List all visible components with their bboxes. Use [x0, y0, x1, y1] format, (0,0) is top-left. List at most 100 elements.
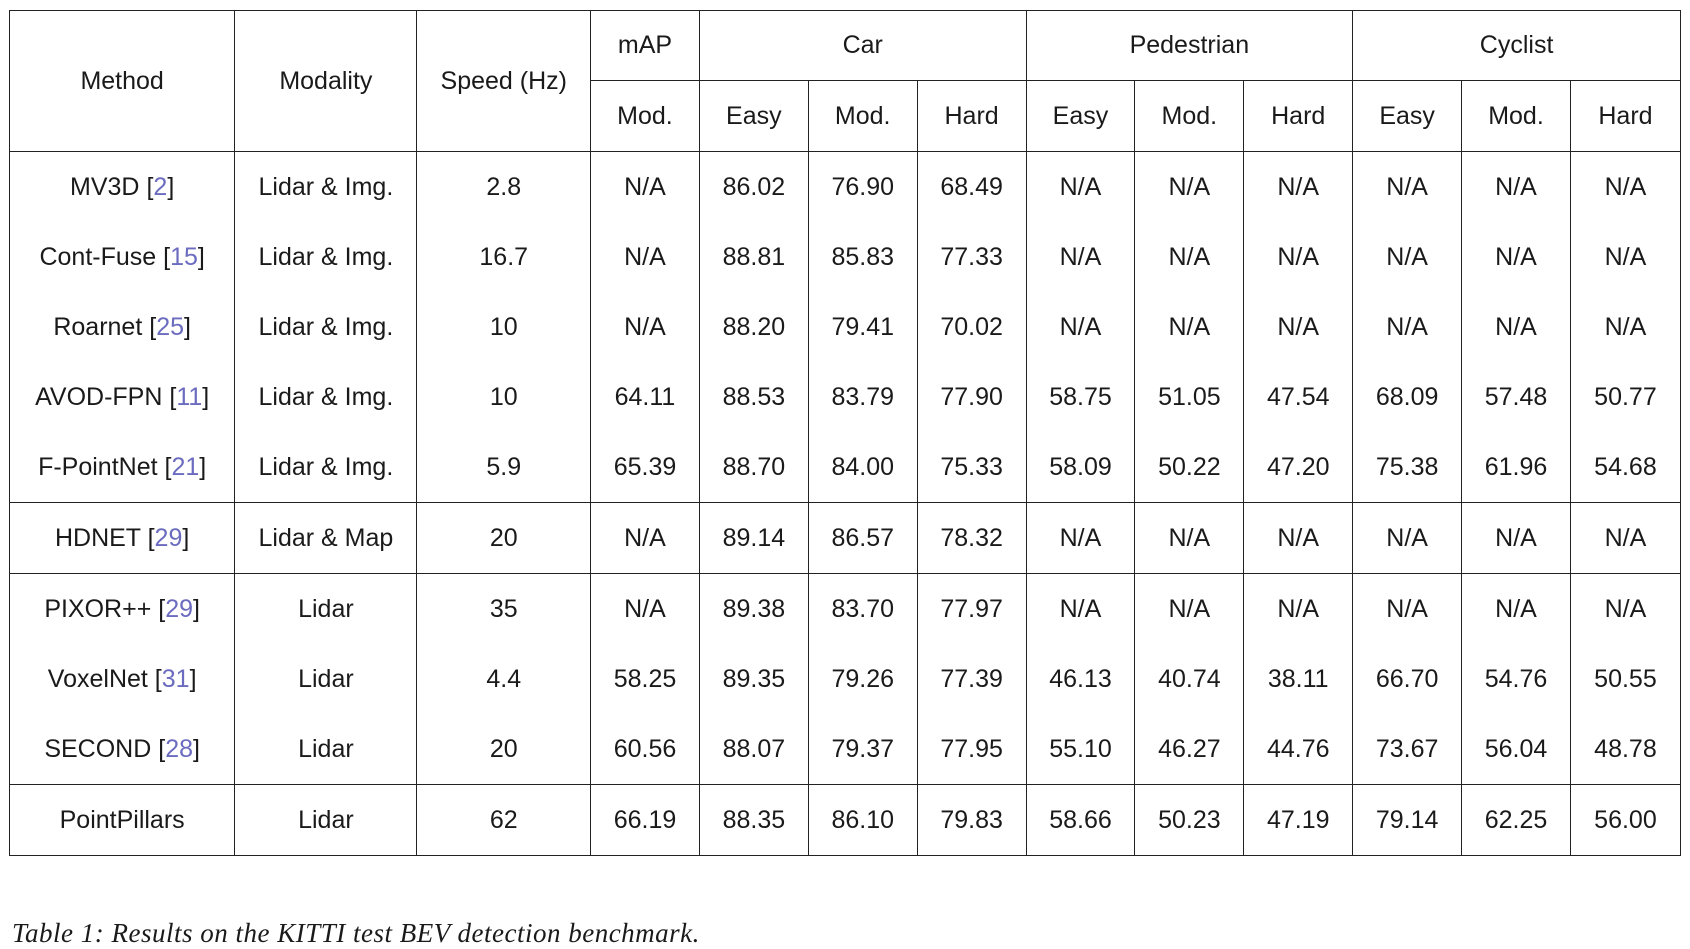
value-cell: 54.68 [1569, 432, 1682, 503]
value-cell: 89.14 [698, 502, 809, 574]
value-cell: N/A [590, 502, 700, 574]
modality-cell: Lidar [234, 573, 418, 644]
modality-cell: Lidar & Img. [234, 432, 418, 503]
value-cell: 66.70 [1352, 644, 1463, 714]
table-row: PIXOR++ [29] Lidar 35 N/A 89.38 83.70 77.97 N/A… [8, 573, 1682, 644]
header-cyclist: Cyclist [1352, 10, 1681, 81]
value-cell: N/A [590, 573, 700, 644]
value-cell: N/A [1243, 502, 1354, 574]
table-row: PointPillars Lidar 62 66.19 88.35 86.10 79.83 5… [8, 784, 1682, 856]
value-cell: 65.39 [590, 432, 700, 503]
value-cell: 50.23 [1134, 784, 1245, 856]
value-cell: 64.11 [590, 362, 700, 432]
method-name: PIXOR++ [44, 594, 152, 623]
header-pedestrian: Pedestrian [1025, 10, 1354, 81]
method-cell: Roarnet [25] [8, 292, 236, 362]
value-cell: 83.79 [807, 362, 918, 432]
method-name: HDNET [54, 523, 141, 552]
header-car: Car [698, 10, 1027, 81]
citation-link[interactable]: 15 [170, 242, 198, 271]
citation-link[interactable]: 2 [153, 172, 168, 201]
value-cell: 68.49 [916, 151, 1027, 222]
value-cell: 68.09 [1352, 362, 1463, 432]
citation-link[interactable]: 21 [171, 452, 200, 481]
value-cell: 44.76 [1243, 714, 1354, 785]
value-cell: 40.74 [1134, 644, 1245, 714]
table-row: VoxelNet [31] Lidar 4.4 58.25 89.35 79.26 77.3… [8, 644, 1682, 714]
citation-link[interactable]: 11 [176, 382, 203, 411]
value-cell: N/A [1461, 502, 1571, 574]
value-cell: 50.77 [1569, 362, 1682, 432]
value-cell: N/A [1569, 502, 1682, 574]
value-cell: 56.04 [1461, 714, 1571, 785]
value-cell: 77.95 [916, 714, 1027, 785]
speed-cell: 10 [416, 362, 592, 432]
citation-link[interactable]: 28 [165, 734, 194, 763]
value-cell: 46.27 [1134, 714, 1245, 785]
modality-cell: Lidar & Img. [234, 292, 418, 362]
value-cell: N/A [590, 222, 700, 292]
value-cell: 51.05 [1134, 362, 1245, 432]
subheader-cyclist-hard: Hard [1569, 80, 1682, 152]
value-cell: 77.90 [916, 362, 1027, 432]
value-cell: 58.66 [1025, 784, 1136, 856]
modality-cell: Lidar [234, 714, 418, 785]
value-cell: 70.02 [916, 292, 1027, 362]
header-method: Method [8, 10, 236, 152]
value-cell: 47.54 [1243, 362, 1354, 432]
value-cell: N/A [1025, 292, 1136, 362]
value-cell: 89.38 [698, 573, 809, 644]
speed-cell: 4.4 [416, 644, 592, 714]
value-cell: 78.32 [916, 502, 1027, 574]
table-row: Roarnet [25] Lidar & Img. 10 N/A 88.20 79.41 7… [8, 292, 1682, 362]
value-cell: N/A [590, 151, 700, 222]
subheader-pedestrian-hard: Hard [1243, 80, 1354, 152]
value-cell: 88.53 [698, 362, 809, 432]
value-cell: 47.20 [1243, 432, 1354, 503]
value-cell: 86.10 [807, 784, 918, 856]
value-cell: 55.10 [1025, 714, 1136, 785]
method-cell: SECOND [28] [8, 714, 236, 785]
value-cell: 86.02 [698, 151, 809, 222]
method-cell: AVOD-FPN [11] [8, 362, 236, 432]
value-cell: 88.07 [698, 714, 809, 785]
header-modality: Modality [234, 10, 418, 152]
results-table: Method Modality Speed (Hz) mAP Car Pedes… [8, 10, 1682, 856]
value-cell: N/A [1243, 151, 1354, 222]
method-cell: HDNET [29] [8, 502, 236, 574]
header-speed: Speed (Hz) [416, 10, 592, 152]
citation-link[interactable]: 31 [161, 664, 190, 693]
value-cell: 88.70 [698, 432, 809, 503]
speed-cell: 62 [416, 784, 592, 856]
value-cell: N/A [1352, 573, 1463, 644]
speed-cell: 35 [416, 573, 592, 644]
citation-link[interactable]: 25 [156, 312, 184, 341]
method-name: Roarnet [53, 312, 143, 341]
value-cell: N/A [1025, 222, 1136, 292]
value-cell: 88.81 [698, 222, 809, 292]
citation-link[interactable]: 29 [154, 523, 183, 552]
value-cell: 61.96 [1461, 432, 1571, 503]
value-cell: 57.48 [1461, 362, 1571, 432]
speed-cell: 20 [416, 502, 592, 574]
value-cell: 86.57 [807, 502, 918, 574]
value-cell: 83.70 [807, 573, 918, 644]
table-row: MV3D [2] Lidar & Img. 2.8 N/A 86.02 76.90 68.4… [8, 151, 1682, 222]
subheader-car-mod: Mod. [807, 80, 918, 152]
value-cell: 62.25 [1461, 784, 1571, 856]
value-cell: N/A [1569, 151, 1682, 222]
value-cell: N/A [1243, 222, 1354, 292]
modality-cell: Lidar [234, 644, 418, 714]
value-cell: N/A [1134, 222, 1245, 292]
value-cell: N/A [1569, 573, 1682, 644]
value-cell: 84.00 [807, 432, 918, 503]
method-cell: Cont-Fuse [15] [8, 222, 236, 292]
value-cell: 50.55 [1569, 644, 1682, 714]
citation-link[interactable]: 29 [165, 594, 194, 623]
method-name: Cont-Fuse [39, 242, 157, 271]
modality-cell: Lidar & Img. [234, 222, 418, 292]
method-cell: MV3D [2] [8, 151, 236, 222]
table-body: MV3D [2] Lidar & Img. 2.8 N/A 86.02 76.90 68.4… [8, 151, 1682, 856]
subheader-cyclist-easy: Easy [1352, 80, 1463, 152]
value-cell: 79.26 [807, 644, 918, 714]
